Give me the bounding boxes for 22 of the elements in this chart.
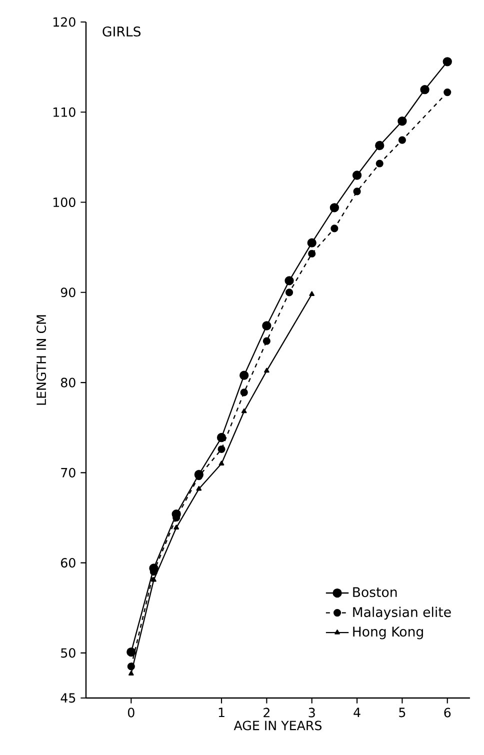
- y-tick-label: 45: [60, 693, 76, 703]
- legend-label: Boston: [353, 587, 397, 598]
- y-tick-label: 60: [61, 558, 76, 568]
- x-tick-label: 3: [308, 708, 315, 718]
- y-tick-label: 100: [53, 197, 76, 208]
- y-axis-title: LENGTH IN CM: [36, 315, 46, 405]
- y-tick-label: 120: [53, 17, 76, 27]
- legend-label: Hong Kong: [353, 626, 423, 640]
- x-tick-label: 4: [354, 708, 360, 717]
- y-tick-label: 70: [61, 468, 76, 478]
- x-axis-title: AGE IN YEARS: [234, 720, 322, 730]
- x-tick-label: 1: [218, 708, 224, 717]
- y-tick-label: 110: [53, 107, 76, 117]
- x-tick-label: 6: [444, 708, 451, 718]
- x-tick-label: 0: [128, 708, 134, 718]
- annotation: GIRLS: [102, 26, 141, 37]
- y-tick-label: 80: [60, 378, 76, 388]
- x-tick-label: 5: [399, 708, 406, 718]
- x-tick-label: 2: [264, 708, 270, 718]
- y-tick-label: 90: [60, 288, 76, 298]
- legend-label: Malaysian elite: [353, 606, 451, 620]
- y-tick-label: 50: [61, 648, 76, 658]
